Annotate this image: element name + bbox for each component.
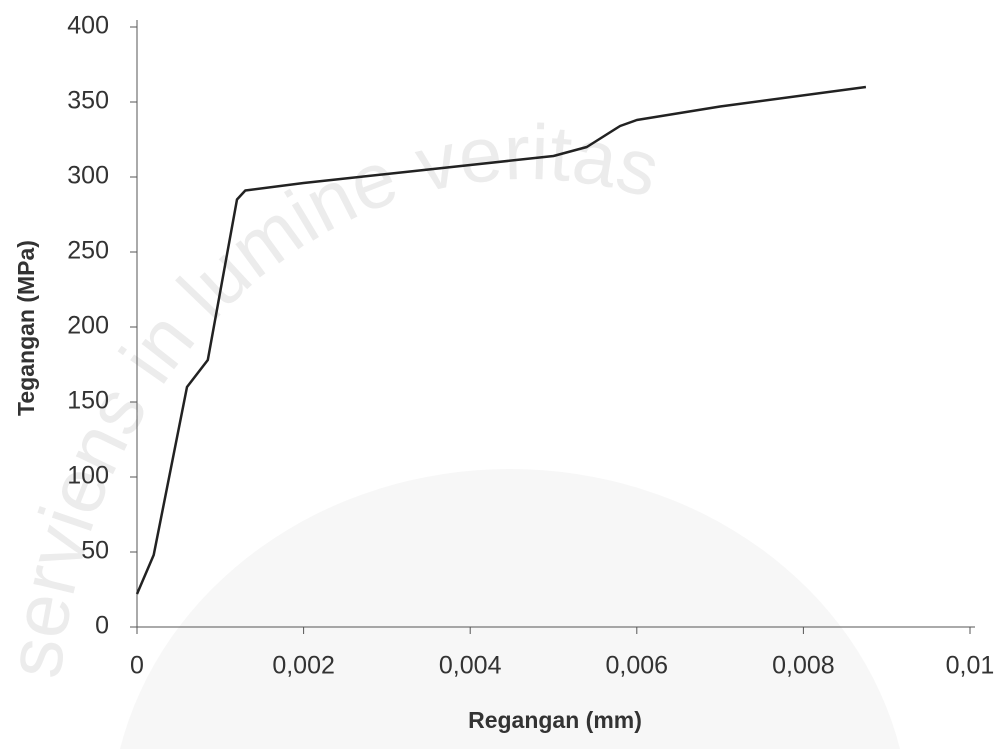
x-tick-label: 0,004	[439, 652, 502, 680]
y-tick-label: 200	[67, 312, 109, 340]
y-tick-label: 100	[67, 462, 109, 490]
y-tick-label: 0	[95, 612, 109, 640]
x-tick-label: 0,01	[946, 652, 995, 680]
data-line	[135, 85, 867, 595]
y-tick-label: 300	[67, 162, 109, 190]
y-tick-label: 250	[67, 237, 109, 265]
y-tick-label: 150	[67, 387, 109, 415]
watermark-disc	[120, 468, 900, 749]
y-axis-title: Tegangan (MPa)	[13, 240, 39, 416]
x-tick-label: 0,006	[606, 652, 669, 680]
y-tick-label: 400	[67, 12, 109, 40]
x-axis-title: Regangan (mm)	[468, 707, 642, 733]
y-tick-label: 350	[67, 87, 109, 115]
x-tick-label: 0	[130, 652, 144, 680]
x-tick-label: 0,008	[772, 652, 835, 680]
x-tick-label: 0,002	[272, 652, 335, 680]
y-tick-label: 50	[81, 537, 109, 565]
